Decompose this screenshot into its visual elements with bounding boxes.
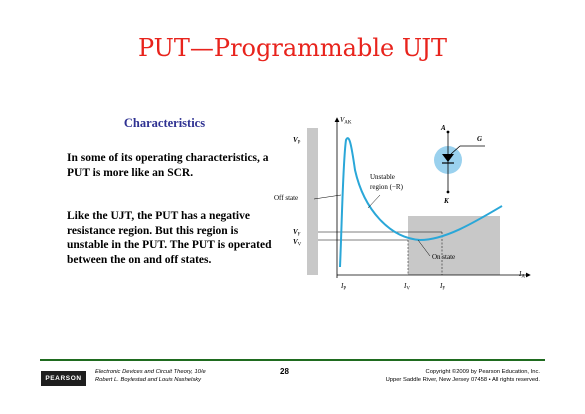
on-state-label: On state bbox=[432, 253, 455, 261]
unstable-region-callout-line bbox=[367, 194, 381, 209]
if-label: IF bbox=[439, 282, 445, 292]
book-title: Electronic Devices and Circuit Theory, 1… bbox=[95, 369, 206, 375]
page-number: 28 bbox=[280, 367, 289, 376]
ia-axis-label: IA bbox=[518, 270, 525, 280]
footer-divider bbox=[40, 359, 545, 361]
book-authors: Robert L. Boylestad and Louis Nashelsky bbox=[95, 377, 202, 383]
gate-label: G bbox=[477, 135, 482, 143]
put-device-symbol: A G K bbox=[434, 124, 485, 205]
book-credit: Electronic Devices and Circuit Theory, 1… bbox=[95, 368, 206, 384]
off-state-shaded-region bbox=[307, 128, 318, 275]
put-characteristic-figure: VAK VP VF VV IP IV IF IA Off state Unsta… bbox=[274, 116, 531, 292]
pearson-logo: PEARSON bbox=[41, 371, 86, 386]
copyright-line-2: Upper Saddle River, New Jersey 07458 • A… bbox=[385, 377, 540, 383]
vf-label: VF bbox=[293, 228, 301, 238]
unstable-region-label-line2: region (−R) bbox=[370, 183, 404, 191]
off-state-callout-line bbox=[313, 194, 342, 200]
off-state-label: Off state bbox=[274, 194, 298, 202]
vak-axis-label: VAK bbox=[340, 116, 352, 126]
ip-label: IP bbox=[340, 282, 346, 292]
anode-label: A bbox=[440, 124, 446, 132]
cathode-label: K bbox=[443, 197, 450, 205]
vp-label: VP bbox=[293, 136, 301, 146]
slide-title: PUT—Programmable UJT bbox=[137, 34, 448, 62]
copyright-line-1: Copyright ©2009 by Pearson Education, In… bbox=[425, 369, 540, 375]
section-heading: Characteristics bbox=[123, 116, 206, 130]
unstable-region-label-line1: Unstable bbox=[370, 173, 395, 181]
on-state-callout-line bbox=[417, 239, 431, 257]
paragraph-negative-resistance: Like the UJT, the PUT has a negative res… bbox=[67, 210, 272, 266]
iv-label: IV bbox=[403, 282, 410, 292]
paragraph-put-vs-scr: In some of its operating characteristics… bbox=[67, 152, 269, 179]
copyright-notice: Copyright ©2009 by Pearson Education, In… bbox=[386, 368, 540, 384]
put-characteristic-curve bbox=[339, 137, 503, 268]
on-state-shaded-region bbox=[408, 216, 500, 275]
diode-triangle-icon bbox=[442, 154, 454, 162]
vv-label: VV bbox=[293, 238, 302, 248]
